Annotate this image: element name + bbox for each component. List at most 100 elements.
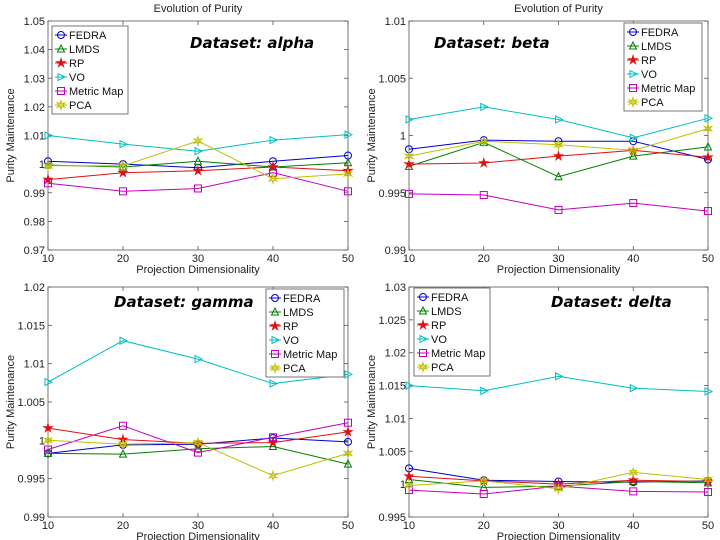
data-point: [194, 448, 202, 457]
data-point: [42, 159, 54, 172]
x-tick-label: 30: [552, 520, 564, 532]
data-point: [342, 425, 354, 437]
data-point: [192, 164, 204, 176]
legend-marker: [419, 349, 427, 357]
legend-marker: [56, 43, 66, 53]
y-axis-label: Purity Maintenance: [366, 88, 378, 182]
data-point: [553, 482, 564, 495]
chart-panel-2: 0.99 0.995 1 1.005 1.01 10 20 30 40 50 Evolution o…: [366, 3, 714, 276]
data-point: [629, 383, 639, 393]
data-point: [117, 166, 129, 178]
data-point: [403, 470, 415, 482]
dataset-annotation: Dataset: alpha: [190, 34, 314, 52]
y-tick-label: 1: [400, 131, 406, 143]
y-tick-label: 0.995: [17, 474, 45, 486]
series-line-lmds: [47, 160, 349, 168]
data-point: [405, 189, 413, 198]
data-point: [629, 487, 638, 496]
series-line-vo: [408, 106, 709, 139]
data-point: [118, 449, 128, 458]
data-point: [194, 184, 202, 193]
data-point: [554, 205, 563, 214]
legend-marker: [271, 335, 281, 345]
y-tick-label: 1.04: [24, 45, 45, 57]
data-point: [119, 421, 127, 430]
legend-label: FEDRA: [283, 293, 321, 305]
legend-label: VO: [641, 69, 657, 81]
y-tick-label: 1: [39, 159, 45, 171]
y-tick-label: 0.99: [24, 188, 45, 200]
legend-box: [413, 287, 491, 377]
x-axis-label: Projection Dimensionality: [497, 264, 621, 276]
legend-label: FEDRA: [431, 292, 469, 304]
data-point: [704, 387, 714, 396]
data-point: [344, 437, 352, 446]
legend-label: PCA: [641, 97, 664, 109]
legend-marker: [269, 319, 281, 331]
y-tick-label: 0.995: [378, 512, 406, 524]
data-point: [117, 159, 129, 172]
data-point: [344, 418, 352, 427]
y-tick-label: 1.01: [385, 413, 406, 425]
data-point: [629, 199, 638, 208]
data-point: [44, 377, 54, 387]
y-tick-label: 0.99: [385, 245, 406, 257]
legend-label: PCA: [69, 100, 92, 112]
x-tick-label: 50: [342, 520, 354, 532]
legend: FEDRA LMDS RP VO Metric Map PCA: [51, 25, 129, 115]
y-tick-label: 1.025: [378, 315, 406, 327]
x-tick-label: 10: [403, 253, 415, 265]
data-point: [478, 157, 490, 168]
y-tick-label: 1.015: [17, 320, 45, 332]
data-point: [44, 179, 52, 188]
series-line-metric-map: [47, 172, 349, 192]
data-point: [343, 458, 353, 468]
y-tick-label: 1.01: [24, 359, 45, 371]
y-tick-label: 1.01: [24, 131, 45, 143]
data-point: [702, 122, 714, 135]
legend-label: Metric Map: [69, 86, 123, 98]
chart-panel-4: 0.995 1 1.005 1.01 1.015 1.02 1.025 1.03 10 20 30 4…: [366, 282, 714, 540]
x-tick-label: 40: [627, 520, 639, 532]
data-point: [269, 135, 279, 145]
x-tick-label: 10: [42, 520, 54, 532]
data-point: [552, 150, 565, 161]
legend-marker: [271, 294, 279, 302]
x-tick-label: 40: [267, 253, 279, 265]
legend-marker: [627, 53, 639, 65]
data-point: [704, 114, 714, 123]
dataset-annotation: Dataset: delta: [551, 293, 672, 311]
legend-marker: [271, 350, 279, 358]
data-point: [555, 372, 564, 381]
legend-box: [623, 22, 703, 112]
data-point: [119, 336, 129, 345]
y-tick-label: 1: [400, 479, 406, 491]
data-point: [192, 134, 204, 148]
data-point: [554, 171, 563, 181]
legend-marker: [57, 72, 67, 82]
legend-marker: [629, 28, 637, 36]
legend-label: VO: [283, 335, 299, 347]
data-point: [344, 370, 354, 379]
data-point: [194, 146, 204, 156]
series-line-pca: [408, 128, 709, 157]
y-tick-label: 1.005: [378, 446, 406, 458]
data-point: [42, 422, 54, 433]
series-line-pca: [48, 140, 349, 180]
data-point: [704, 207, 712, 216]
legend-label: LMDS: [283, 307, 314, 319]
data-point: [117, 438, 129, 451]
dataset-annotation: Dataset: beta: [434, 34, 550, 52]
data-point: [44, 131, 54, 140]
data-point: [627, 467, 639, 479]
series-line-vo: [47, 134, 349, 152]
x-tick-label: 20: [117, 253, 129, 265]
legend-marker: [417, 360, 429, 374]
legend-label: RP: [431, 320, 446, 332]
chart-panel-1: 0.97 0.98 0.99 1 1.01 1.02 1.03 1.04 1.05 10 20 30 4…: [5, 3, 354, 276]
data-point: [267, 172, 279, 185]
y-tick-label: 1.02: [24, 282, 45, 294]
legend-marker: [269, 361, 281, 375]
legend-label: PCA: [431, 362, 454, 374]
